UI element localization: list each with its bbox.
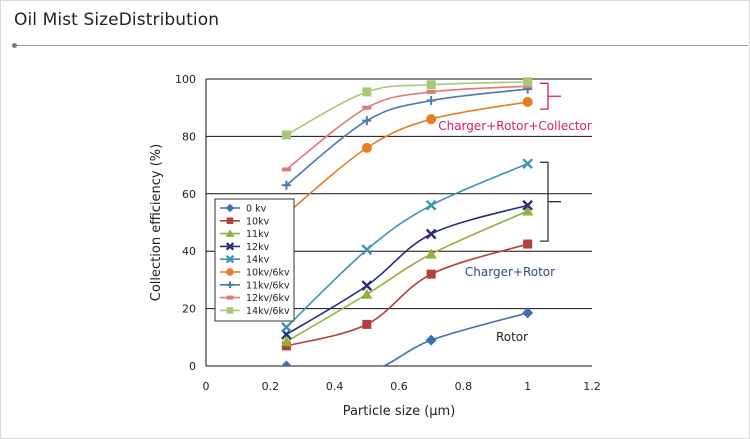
series-line-14kv [285, 162, 528, 328]
x-tick-label: 1.2 [583, 380, 601, 393]
series-line-12kv-6kv [285, 85, 528, 171]
x-tick-label: 0.6 [390, 380, 408, 393]
series-line-14kv-6kv [286, 81, 528, 136]
data-point-10kv [523, 239, 533, 249]
data-point-14kv-6kv [523, 77, 533, 87]
x-tick-label: 0.8 [455, 380, 473, 393]
data-point-14kv [281, 321, 292, 333]
legend-label-12kv-6kv: 12kv/6kv [246, 293, 290, 304]
data-point-12kv-6kv [426, 89, 436, 94]
series-line-10kv [286, 243, 528, 347]
data-point-14kv [522, 158, 534, 170]
axes: 0 20 40 60 80 100 0 0.2 0.4 0.6 0.8 1 1.2 Particle si… [149, 73, 601, 419]
annotations: Charger+Rotor+Collector Charger+Rotor Roto… [438, 82, 592, 344]
data-point-14kv-6kv [281, 130, 291, 140]
x-tick-label: 1 [524, 380, 531, 393]
series-line-12kv [286, 204, 528, 336]
data-point-12kv [361, 280, 373, 291]
legend-marker-10kv-6kv [226, 268, 234, 276]
legend-marker-11kv-6kv [226, 281, 234, 289]
annotation-rotor: Rotor [496, 330, 528, 344]
data-point-11kv-6kv [362, 116, 372, 126]
data-point-14kv-6kv [426, 80, 436, 90]
y-tick-label: 100 [175, 73, 196, 86]
legend-label-12kv: 12kv [246, 242, 270, 253]
legend-marker-14kv-6kv [226, 307, 234, 314]
data-point-11kv [361, 288, 373, 299]
data-point-12kv-6kv [281, 167, 291, 172]
data-point-12kv-6kv [362, 105, 372, 110]
data-point-10kv-6kv [522, 96, 533, 107]
series-line-0-kv [286, 312, 528, 366]
x-axis-title: Particle size (μm) [343, 404, 456, 419]
y-tick-label: 0 [189, 360, 196, 373]
data-point-14kv [425, 199, 437, 211]
data-point-11kv [522, 205, 534, 216]
bracket-charger-rotor-collector [540, 82, 561, 110]
legend-marker-12kv-6kv [226, 295, 234, 300]
annotation-charger-rotor: Charger+Rotor [465, 265, 555, 279]
y-axis-title: Collection efficiency (%) [149, 144, 164, 301]
data-point-12kv [522, 199, 534, 211]
data-point-14kv-6kv [362, 87, 372, 97]
divider-dot-icon [12, 43, 17, 48]
y-tick-label: 20 [182, 303, 196, 316]
page-title: Oil Mist SizeDistribution [14, 10, 220, 30]
series-lines [280, 77, 534, 366]
series-line-10kv-6kv [285, 101, 528, 215]
x-tick-label: 0 [203, 380, 210, 393]
x-tick-label: 0.4 [326, 380, 344, 393]
legend-label-10kv-6kv: 10kv/6kv [246, 268, 290, 279]
data-point-11kv-6kv [281, 180, 291, 190]
legend-label-14kv-6kv: 14kv/6kv [246, 306, 290, 317]
data-point-11kv [425, 248, 437, 259]
data-point-11kv-6kv [426, 96, 436, 106]
title-divider [14, 45, 748, 46]
data-point-12kv [425, 228, 437, 240]
data-point-0-kv [425, 334, 437, 346]
bracket-charger-rotor [540, 161, 561, 242]
data-point-10kv [426, 269, 436, 279]
annotation-charger-rotor-collector: Charger+Rotor+Collector [438, 119, 592, 133]
legend-marker-12kv [225, 242, 235, 251]
y-tick-label: 80 [182, 130, 196, 143]
legend-marker-14kv [225, 255, 235, 264]
series-line-11kv [286, 210, 528, 343]
legend-marker-10kv [226, 217, 234, 225]
data-point-14kv [361, 244, 373, 256]
x-tick-label: 0.2 [262, 380, 280, 393]
legend-label-11kv-6kv: 11kv/6kv [246, 280, 290, 291]
y-tick-label: 60 [182, 188, 196, 201]
data-point-10kv-6kv [361, 142, 372, 153]
y-tick-label: 40 [182, 245, 196, 258]
data-point-10kv-6kv [426, 114, 437, 125]
legend-marker-11kv [225, 229, 235, 237]
series-line-11kv-6kv [285, 88, 528, 186]
data-point-11kv [280, 336, 292, 347]
legend-label-14kv: 14kv [246, 255, 270, 266]
data-point-0-kv [522, 307, 534, 319]
legend-label-0-kv: 0 kv [246, 204, 267, 215]
data-point-10kv [362, 319, 372, 329]
legend-label-11kv: 11kv [246, 229, 270, 240]
data-point-0-kv [280, 360, 292, 366]
legend-label-10kv: 10kv [246, 216, 270, 227]
legend-marker-0-kv [225, 203, 235, 213]
